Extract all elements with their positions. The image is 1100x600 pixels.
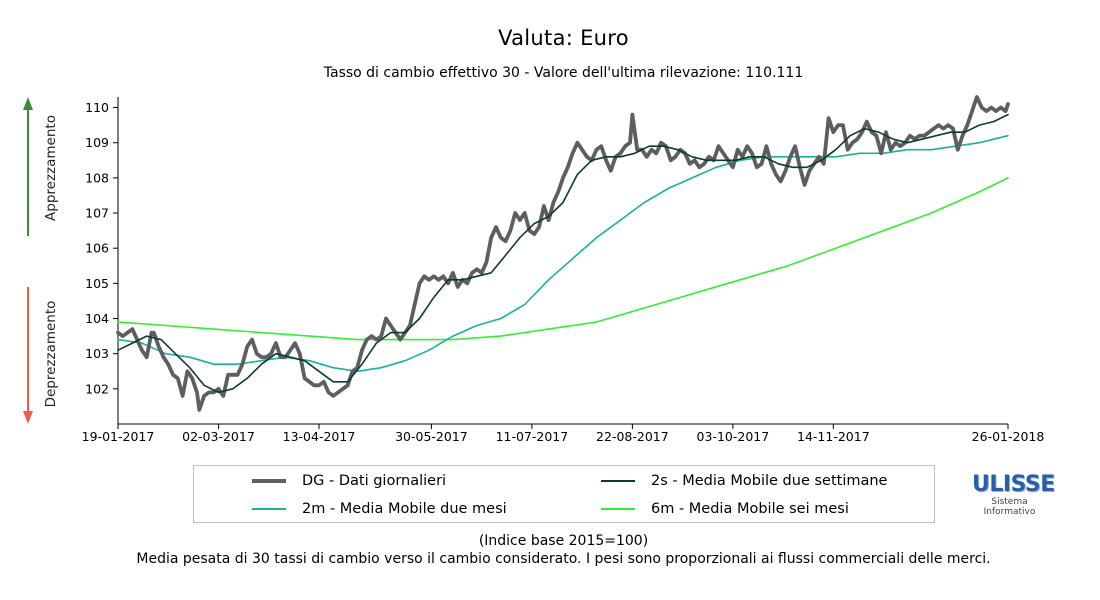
x-tick-label: 03-10-2017 [697,429,770,444]
x-tick-label: 22-08-2017 [596,429,669,444]
chart-series [116,95,1010,412]
x-tick-label: 26-01-2018 [972,429,1045,444]
y-tick-label: 104 [85,311,109,326]
appreciation-label: Apprezzamento [43,115,59,221]
x-tick-label: 14-11-2017 [797,429,870,444]
legend-swatch-2m [252,508,286,510]
legend-label-2s: 2s - Media Mobile due settimane [651,473,888,489]
legend-swatch-2s [601,480,635,482]
logo-subtitle-1: Sistema [991,497,1028,507]
legend-label-6m: 6m - Media Mobile sei mesi [651,501,849,517]
y-tick-label: 108 [85,170,109,185]
ulisse-logo: ULISSE Sistema Informativo [972,472,1055,518]
series-line-m6 [117,177,1009,341]
legend-item-dg: DG - Dati giornalieri [252,473,446,489]
chart-title: Valuta: Euro [498,26,629,50]
series-line-s2 [117,113,1009,394]
x-tick-label: 30-05-2017 [395,429,468,444]
x-tick-label: 19-01-2017 [82,429,155,444]
y-tick-label: 107 [85,206,109,221]
legend-swatch-dg [252,479,286,483]
legend-item-2m: 2m - Media Mobile due mesi [252,501,507,517]
y-tick-label: 105 [85,276,109,291]
y-tick-label: 109 [85,135,109,150]
depreciation-label: Deprezzamento [43,301,59,408]
up-arrow-head [23,97,33,110]
logo-subtitle-2: Informativo [983,507,1036,517]
x-tick-label: 13-04-2017 [283,429,356,444]
legend-label-2m: 2m - Media Mobile due mesi [302,501,507,517]
logo-wordmark: ULISSE [972,472,1055,497]
base-index-note: (Indice base 2015=100) [478,533,649,549]
y-tick-label: 110 [85,100,109,115]
y-tick-label: 102 [85,381,109,396]
y-tick-label: 103 [85,346,109,361]
x-tick-label: 11-07-2017 [496,429,569,444]
chart-axes: 102 103 104 105 106 107 108 109 110 19-01-2017 02-… [82,97,1045,444]
legend-item-6m: 6m - Media Mobile sei mesi [601,501,849,517]
trend-arrows: Apprezzamento Deprezzamento [23,97,59,424]
legend-item-2s: 2s - Media Mobile due settimane [601,473,887,489]
down-arrow-head [23,411,33,424]
legend-swatch-6m [601,508,635,510]
legend-label-dg: DG - Dati giornalieri [302,473,447,489]
y-tick-label: 106 [85,241,109,256]
series-line-dg [116,95,1010,412]
description-note: Media pesata di 30 tassi di cambio verso… [136,551,991,567]
chart-subtitle: Tasso di cambio effettivo 30 - Valore de… [323,65,804,81]
series-line-m2 [117,134,1009,373]
chart-legend: DG - Dati giornalieri 2s - Media Mobile … [193,465,935,523]
x-tick-label: 02-03-2017 [182,429,255,444]
